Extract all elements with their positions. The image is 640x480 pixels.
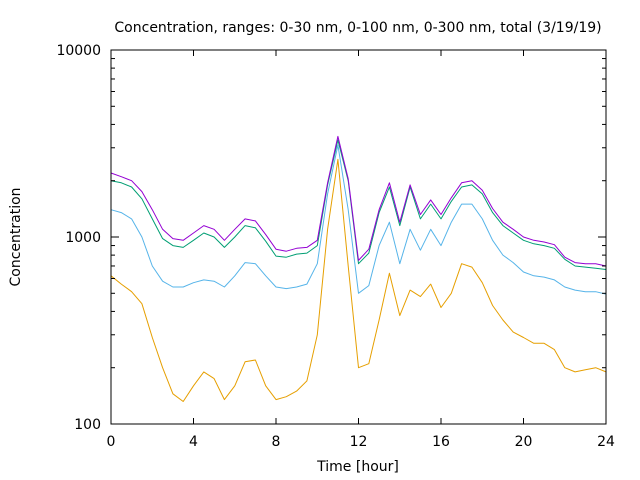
x-tick-label: 12	[350, 434, 368, 450]
series-line-4	[110, 135, 607, 267]
x-tick-label: 16	[432, 434, 450, 450]
series-layer	[110, 135, 607, 402]
series-line-2	[110, 144, 607, 295]
y-tick-label: 10000	[56, 43, 101, 59]
x-tick-label: 8	[272, 434, 281, 450]
x-axis-label: Time [hour]	[316, 459, 399, 475]
y-axis-label: Concentration	[8, 187, 24, 286]
x-tick-label: 4	[189, 434, 198, 450]
x-tick-label: 20	[515, 434, 533, 450]
x-tick-label: 0	[107, 434, 116, 450]
x-tick-label: 24	[597, 434, 615, 450]
axis-layer: 0 4 8 12 16 20 24 100 1000 10000	[56, 43, 615, 450]
series-line-1	[110, 158, 607, 402]
chart-title: Concentration, ranges: 0-30 nm, 0-100 nm…	[114, 20, 601, 36]
y-tick-label: 100	[74, 417, 101, 433]
y-tick-label: 1000	[65, 230, 101, 246]
series-line-3	[110, 139, 607, 270]
